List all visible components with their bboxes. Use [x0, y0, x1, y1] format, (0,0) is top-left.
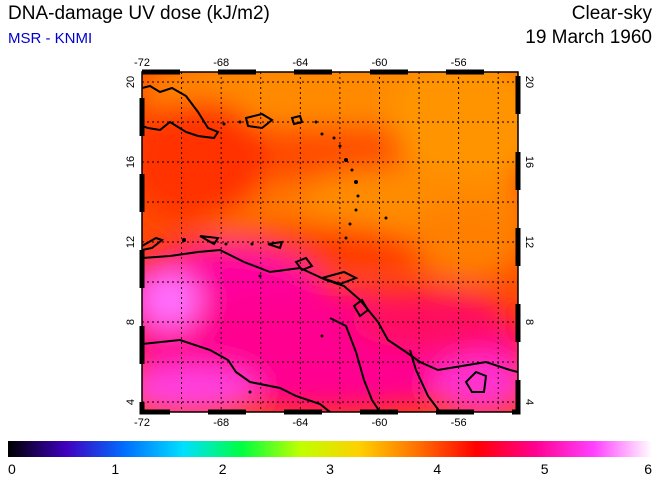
lon-tick-bottom: -68 — [213, 417, 229, 429]
lat-tick-left: 4 — [125, 399, 137, 405]
colorbar-tick: 1 — [111, 461, 119, 477]
lat-tick-right: 16 — [523, 156, 535, 168]
dose-field — [142, 72, 518, 412]
lon-tick-top: -72 — [134, 57, 150, 69]
lon-tick-bottom: -60 — [372, 417, 388, 429]
colorbar-tick: 5 — [541, 461, 549, 477]
island-chain — [182, 120, 388, 394]
lon-tick-top: -56 — [451, 57, 467, 69]
lon-tick-top: -64 — [292, 57, 308, 69]
lon-tick-top: -60 — [372, 57, 388, 69]
lat-tick-left: 20 — [125, 76, 137, 88]
lat-tick-left: 16 — [125, 156, 137, 168]
uv-dose-map: -72 -72 -68 -68 -64 -64 -60 -60 -56 -56 4 4 8 8 12 12 16… — [125, 57, 535, 429]
colorbar-tick: 6 — [644, 461, 652, 477]
colorbar-gradient — [8, 441, 652, 457]
lat-tick-right: 12 — [523, 236, 535, 248]
lon-tick-bottom: -72 — [134, 417, 150, 429]
source-label: MSR - KNMI — [8, 30, 93, 47]
colorbar: 0 1 2 3 4 5 6 — [8, 441, 652, 477]
colorbar-tick: 4 — [433, 461, 441, 477]
map-title: DNA-damage UV dose (kJ/m2) — [8, 3, 270, 24]
lat-tick-right: 8 — [523, 319, 535, 325]
colorbar-tick: 3 — [326, 461, 334, 477]
colorbar-tick: 0 — [8, 461, 16, 477]
lat-tick-right: 20 — [523, 76, 535, 88]
map-frame-checker — [139, 69, 521, 415]
sky-condition: Clear-sky — [571, 3, 652, 24]
map-date: 19 March 1960 — [525, 27, 652, 48]
lon-tick-top: -68 — [213, 57, 229, 69]
colorbar-tick: 2 — [219, 461, 227, 477]
lat-tick-left: 12 — [125, 236, 137, 248]
map-tick-labels: -72 -72 -68 -68 -64 -64 -60 -60 -56 -56 4 4 8 8 12 12 16… — [125, 57, 535, 429]
coastlines — [142, 84, 518, 412]
lon-tick-bottom: -64 — [292, 417, 308, 429]
lat-tick-left: 8 — [125, 319, 137, 325]
lon-tick-bottom: -56 — [451, 417, 467, 429]
lat-tick-right: 4 — [523, 399, 535, 405]
map-grid — [142, 72, 518, 412]
colorbar-tick-labels: 0 1 2 3 4 5 6 — [8, 461, 652, 477]
